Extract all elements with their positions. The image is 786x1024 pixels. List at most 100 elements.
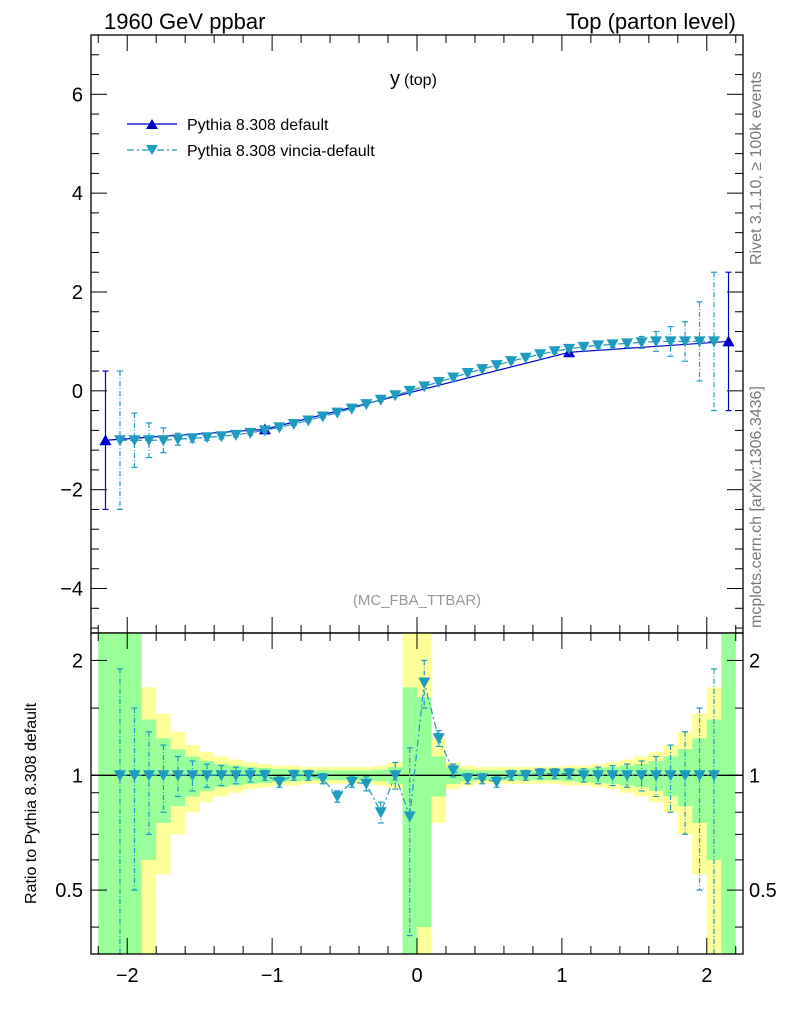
triangle-down-marker: [534, 768, 547, 780]
main-ytick-label: 4: [72, 183, 83, 205]
triangle-down-marker: [360, 399, 373, 411]
ratio-ytick-label: 0.5: [55, 880, 83, 902]
legend-label-default: Pythia 8.308 default: [187, 117, 329, 134]
ratio-ytick-label: 2: [72, 650, 83, 672]
ratio-band-green: [431, 756, 446, 797]
triangle-down-marker: [418, 677, 431, 689]
triangle-down-marker: [708, 770, 721, 782]
triangle-down-marker: [664, 336, 677, 348]
main-ytick-label: 6: [72, 84, 83, 106]
main-title-main: y: [390, 68, 400, 90]
triangle-down-marker: [360, 778, 373, 790]
triangle-down-marker: [432, 733, 445, 745]
triangle-down-marker: [505, 770, 518, 782]
ratio-series-line: [119, 682, 715, 817]
triangle-down-marker: [302, 415, 315, 427]
triangle-down-marker: [200, 770, 213, 782]
watermark: (MC_FBA_TTBAR): [353, 592, 481, 609]
triangle-down-marker: [664, 770, 677, 782]
triangle-down-marker: [186, 770, 199, 782]
ratio-series-vincia: [113, 659, 721, 955]
triangle-down-marker: [258, 425, 271, 437]
ratio-xtick-label: 2: [701, 965, 712, 987]
ratio-band-green: [721, 633, 736, 954]
triangle-down-marker: [708, 336, 721, 348]
triangle-down-marker: [621, 770, 634, 782]
triangle-down-marker: [128, 435, 141, 447]
ratio-band-green: [417, 697, 432, 928]
triangle-down-marker: [650, 336, 663, 348]
triangle-down-marker: [403, 385, 416, 397]
triangle-down-icon: [146, 145, 158, 155]
triangle-down-marker: [316, 773, 329, 785]
triangle-down-marker: [171, 770, 184, 782]
main-ytick-label: 2: [72, 282, 83, 304]
triangle-down-marker: [215, 770, 228, 782]
triangle-down-marker: [273, 777, 286, 789]
ratio-plot-panel: 0.5 0.5 1 1 2 2 −2 −1 0 1 2 Ratio to Pythia 8.308 …: [23, 632, 777, 987]
triangle-down-marker: [157, 435, 170, 447]
ratio-ytick-label: 1: [72, 765, 83, 787]
triangle-down-marker: [505, 356, 518, 368]
triangle-down-marker: [592, 340, 605, 352]
ratio-xtick-label: 1: [556, 965, 567, 987]
main-plot-panel: −4 −2 0 2 4 6 y (top) (MC_FBA_TTBAR) Pythia 8.…: [60, 34, 744, 634]
triangle-down-marker: [563, 768, 576, 780]
triangle-down-marker: [519, 770, 532, 782]
triangle-down-marker: [490, 360, 503, 372]
triangle-down-marker: [258, 770, 271, 782]
triangle-down-marker: [389, 770, 402, 782]
triangle-up-marker: [722, 335, 735, 347]
triangle-down-marker: [389, 390, 402, 402]
legend: Pythia 8.308 default Pythia 8.308 vincia…: [127, 117, 375, 160]
triangle-down-marker: [693, 770, 706, 782]
triangle-down-marker: [548, 346, 561, 358]
triangle-down-marker: [548, 768, 561, 780]
main-ytick-label: −4: [60, 579, 83, 601]
triangle-down-marker: [606, 770, 619, 782]
triangle-down-marker: [302, 770, 315, 782]
triangle-down-marker: [142, 770, 155, 782]
triangle-down-marker: [490, 777, 503, 789]
ratio-plot-content: [91, 633, 743, 955]
ratio-xtick-label: −1: [261, 965, 284, 987]
triangle-down-marker: [577, 770, 590, 782]
triangle-down-marker: [534, 349, 547, 361]
main-ytick-label: −2: [60, 480, 83, 502]
ratio-xtick-label: 0: [411, 965, 422, 987]
main-series-line: [105, 340, 729, 441]
ratio-ytick-label-right: 0.5: [749, 880, 777, 902]
triangle-down-marker: [113, 770, 126, 782]
triangle-down-marker: [461, 773, 474, 785]
triangle-down-marker: [200, 432, 213, 444]
main-title-sub: (top): [404, 72, 437, 89]
triangle-down-marker: [650, 770, 663, 782]
legend-entry-vincia: Pythia 8.308 vincia-default: [127, 143, 375, 160]
ratio-band-green: [127, 633, 142, 954]
triangle-down-marker: [128, 770, 141, 782]
triangle-down-marker: [679, 770, 692, 782]
triangle-down-marker: [229, 429, 242, 441]
triangle-down-marker: [476, 773, 489, 785]
triangle-down-marker: [693, 336, 706, 348]
triangle-down-marker: [331, 407, 344, 419]
triangle-down-marker: [592, 770, 605, 782]
triangle-down-marker: [447, 765, 460, 777]
triangle-down-marker: [244, 770, 257, 782]
ratio-xtick-label: −2: [116, 965, 139, 987]
ratio-ytick-label-right: 1: [749, 765, 760, 787]
triangle-down-marker: [229, 770, 242, 782]
triangle-down-marker: [113, 435, 126, 447]
mcplots-label: mcplots.cern.ch [arXiv:1306.3436]: [748, 386, 765, 628]
triangle-down-marker: [374, 394, 387, 406]
triangle-down-marker: [447, 372, 460, 384]
triangle-down-marker: [432, 376, 445, 388]
triangle-down-marker: [519, 352, 532, 364]
main-title: y (top): [390, 68, 437, 90]
triangle-down-marker: [635, 770, 648, 782]
triangle-down-marker: [186, 433, 199, 445]
main-series-vincia: [113, 271, 721, 511]
ratio-ytick-label-right: 2: [749, 650, 760, 672]
ratio-ticks: 0.5 0.5 1 1 2 2 −2 −1 0 1 2: [55, 633, 777, 987]
